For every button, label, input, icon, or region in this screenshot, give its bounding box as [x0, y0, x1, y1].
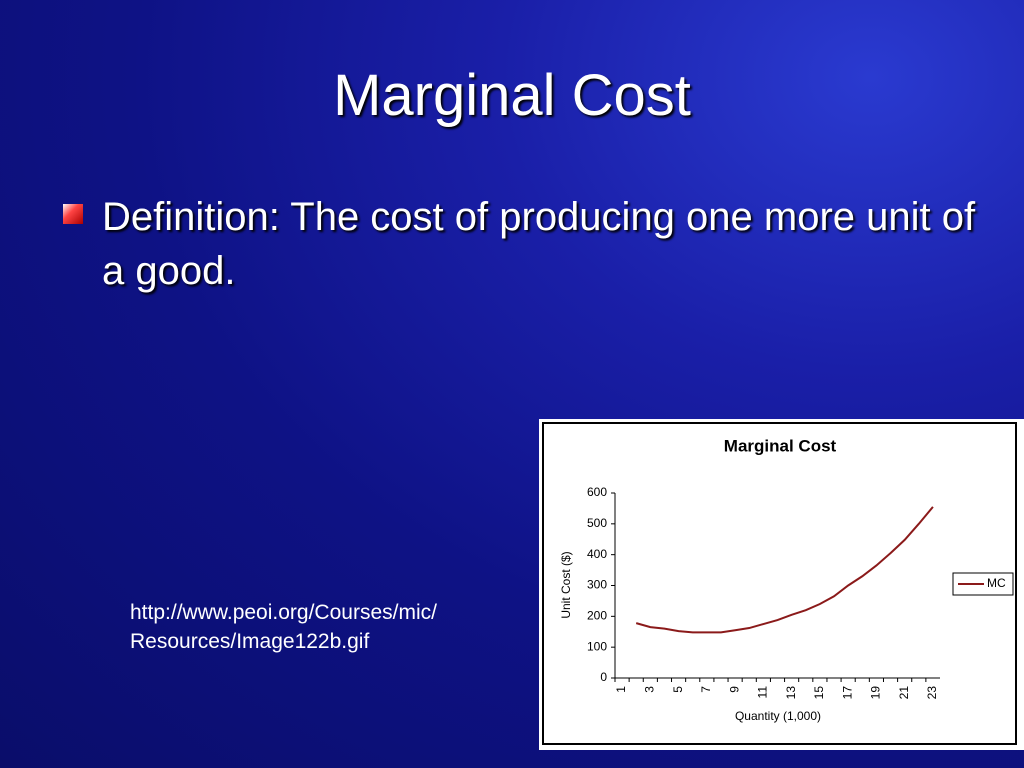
x-tick-label: 7 [699, 686, 713, 693]
x-tick-label: 19 [869, 686, 883, 700]
bullet-icon [63, 204, 83, 224]
chart-frame [539, 419, 1024, 750]
bullet-text: Definition: The cost of producing one mo… [102, 195, 976, 293]
x-tick-label: 13 [784, 686, 798, 700]
chart-border [542, 422, 1017, 745]
caption-line: Resources/Image122b.gif [130, 630, 370, 653]
y-tick-label: 200 [587, 609, 607, 623]
caption: http://www.peoi.org/Courses/mic/ Resourc… [130, 598, 437, 656]
slide-title: Marginal Cost [333, 63, 691, 128]
y-axis-label: Unit Cost ($) [559, 551, 573, 618]
y-tick-label: 100 [587, 639, 607, 653]
x-tick-label: 1 [614, 686, 628, 693]
x-tick-label: 9 [727, 686, 741, 693]
chart-title: Marginal Cost [724, 436, 837, 455]
series-line [635, 506, 934, 634]
x-tick-label: 3 [642, 686, 656, 693]
legend-label: MC [987, 576, 1006, 590]
x-tick-label: 11 [756, 686, 770, 699]
y-tick-label: 0 [600, 670, 607, 684]
x-tick-label: 5 [671, 686, 685, 693]
x-tick-label: 17 [840, 686, 854, 700]
x-tick-label: 21 [897, 686, 911, 700]
y-tick-label: 600 [587, 485, 607, 499]
x-tick-label: 15 [812, 686, 826, 700]
x-tick-label: 23 [925, 686, 939, 700]
x-axis-label: Quantity (1,000) [735, 709, 821, 723]
y-tick-label: 300 [587, 578, 607, 592]
y-tick-label: 500 [587, 516, 607, 530]
caption-line: http://www.peoi.org/Courses/mic/ [130, 601, 437, 624]
y-tick-label: 400 [587, 547, 607, 561]
